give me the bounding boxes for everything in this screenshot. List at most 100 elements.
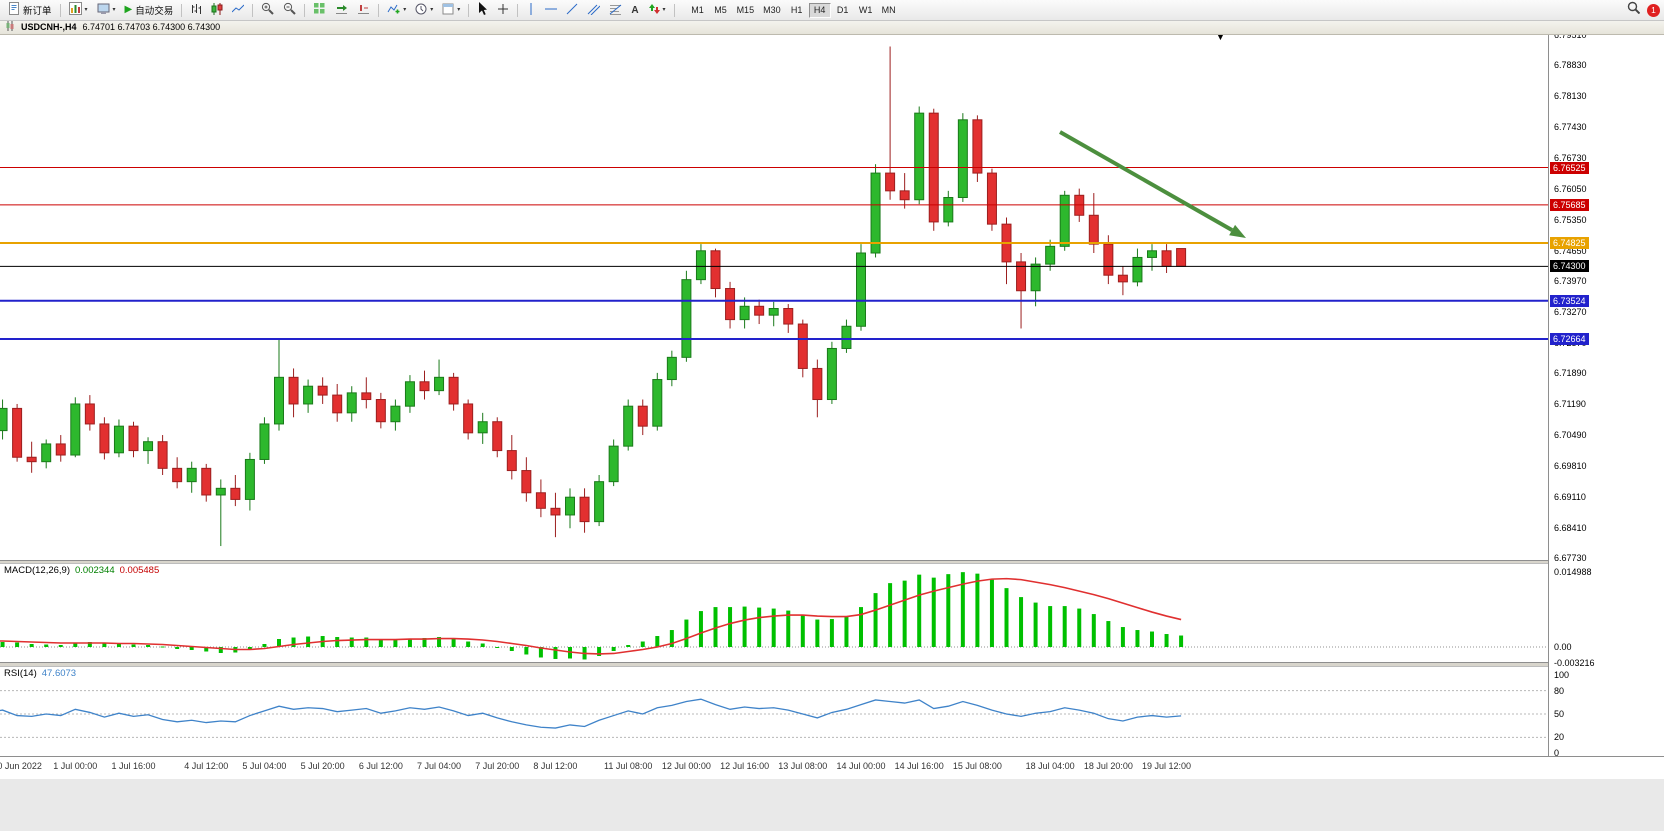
templates-button[interactable]: ▾ — [438, 2, 464, 19]
cursor-button[interactable] — [473, 2, 492, 19]
bar-chart-type-button[interactable] — [186, 2, 206, 19]
macd-histogram-bar — [640, 641, 645, 647]
macd-histogram-bar — [116, 644, 121, 647]
timeframe-mn-button[interactable]: MN — [878, 3, 900, 18]
macd-histogram-bar — [1135, 630, 1140, 647]
time-axis-label: 12 Jul 00:00 — [661, 761, 711, 771]
timeframe-m30-button[interactable]: M30 — [759, 3, 785, 18]
macd-histogram-bar — [277, 639, 281, 647]
macd-histogram-bar — [437, 637, 442, 647]
macd-histogram-bar — [960, 572, 965, 647]
notification-badge[interactable]: 1 — [1647, 3, 1660, 17]
rsi-indicator-panel[interactable] — [0, 665, 1548, 756]
tile-windows-button[interactable] — [309, 2, 330, 19]
macd-histogram-bar — [1033, 602, 1038, 647]
price-axis-label: 6.78830 — [1554, 60, 1587, 71]
horizontal-line-button[interactable] — [541, 2, 561, 19]
candle — [41, 443, 52, 463]
timeframe-h4-button[interactable]: H4 — [808, 2, 831, 18]
panel-splitter[interactable] — [0, 662, 1664, 667]
macd-histogram-bar — [451, 638, 456, 647]
macd-indicator-panel[interactable] — [0, 562, 1548, 662]
auto-scroll-button[interactable] — [331, 2, 352, 19]
macd-histogram-bar — [742, 606, 747, 647]
zoom-in-button[interactable] — [257, 2, 278, 19]
panel-splitter[interactable] — [0, 560, 1664, 564]
fibonacci-button[interactable] — [605, 2, 626, 19]
line-chart-type-button[interactable] — [228, 2, 248, 19]
chart-shift-button[interactable] — [353, 2, 374, 19]
candle — [157, 441, 168, 469]
timeframe-m5-button[interactable]: M5 — [710, 3, 732, 18]
text-button[interactable]: A — [627, 2, 642, 19]
candle — [375, 399, 386, 423]
trend-arrow-head[interactable] — [1229, 224, 1246, 238]
macd-histogram-bar — [73, 643, 78, 647]
macd-histogram-bar — [407, 638, 412, 647]
periods-button[interactable]: ▾ — [411, 2, 437, 19]
time-axis[interactable]: 30 Jun 2022 1 Jul 00:00 1 Jul 16:00 4 Jul 1… — [0, 756, 1664, 779]
candle — [492, 421, 503, 452]
vertical-line-button[interactable] — [522, 2, 540, 19]
new-order-button[interactable]: 新订单 — [4, 2, 56, 19]
channel-icon — [587, 3, 601, 18]
new-chart-button[interactable]: ▾ — [65, 2, 92, 19]
time-axis-label: 1 Jul 16:00 — [111, 761, 156, 771]
candlestick-type-button[interactable] — [207, 2, 227, 19]
candle — [1030, 263, 1041, 292]
timeframe-m15-button[interactable]: M15 — [733, 3, 759, 18]
rsi-axis-label: 0 — [1554, 748, 1560, 758]
macd-histogram-bar — [1004, 588, 1009, 647]
macd-histogram-bar — [509, 647, 514, 651]
time-axis-label: 8 Jul 12:00 — [533, 761, 578, 771]
candle — [870, 172, 881, 254]
candle — [695, 250, 706, 281]
trend-arrow-line[interactable] — [1059, 130, 1234, 232]
toolbar-separator — [304, 3, 306, 17]
macd-histogram-bar — [102, 643, 107, 647]
price-axis-label: 6.73270 — [1554, 307, 1587, 318]
channel-button[interactable] — [583, 2, 604, 19]
candle — [1132, 256, 1143, 283]
candlestick-icon — [211, 2, 223, 18]
candle — [1103, 243, 1114, 276]
chart-area[interactable]: ▼ MACD(12,26,9) 0.002344 0.005485 RSI(14) 4… — [0, 30, 1664, 779]
crosshair-button[interactable] — [493, 2, 513, 19]
candle — [652, 379, 663, 427]
candle — [506, 450, 517, 472]
indicators-button[interactable]: ▾ — [383, 2, 410, 19]
candle — [1059, 194, 1070, 247]
search-icon[interactable] — [1627, 1, 1641, 19]
timeframe-d1-button[interactable]: D1 — [832, 3, 854, 18]
macd-histogram-bar — [655, 636, 660, 647]
macd-histogram-bar — [829, 619, 834, 647]
price-axis-label: 6.69110 — [1554, 491, 1586, 502]
macd-histogram-bar — [815, 619, 820, 647]
time-axis-label: 4 Jul 12:00 — [184, 761, 229, 771]
macd-histogram-bar — [44, 644, 49, 647]
candle — [404, 381, 415, 407]
price-axis-label: 6.73970 — [1554, 275, 1587, 286]
rsi-indicator-label: RSI(14) 47.6073 — [4, 668, 76, 679]
candle — [841, 325, 852, 349]
chart-shift-marker[interactable]: ▼ — [1216, 32, 1225, 42]
price-axis[interactable]: 6.79510 6.78830 6.78130 6.77430 6.76730 6.760… — [1548, 30, 1664, 758]
main-price-chart[interactable] — [0, 34, 1548, 560]
candle — [288, 376, 299, 405]
macd-histogram-bar — [1164, 634, 1169, 647]
timeframe-m1-button[interactable]: M1 — [687, 3, 709, 18]
macd-name: MACD(12,26,9) — [4, 565, 70, 576]
candle — [914, 112, 925, 201]
macd-histogram-bar — [931, 577, 936, 647]
profiles-button[interactable]: ▾ — [93, 2, 120, 19]
candle — [986, 172, 997, 225]
timeframe-w1-button[interactable]: W1 — [855, 3, 877, 18]
zoom-out-button[interactable] — [279, 2, 300, 19]
trendline-button[interactable] — [562, 2, 582, 19]
arrows-button[interactable]: ▾ — [644, 2, 670, 19]
timeframe-h1-button[interactable]: H1 — [786, 3, 808, 18]
auto-trading-button[interactable]: ▶ 自动交易 — [121, 2, 178, 19]
time-axis-label: 13 Jul 08:00 — [778, 761, 828, 771]
candle — [754, 305, 765, 316]
chevron-down-icon: ▾ — [457, 7, 461, 13]
